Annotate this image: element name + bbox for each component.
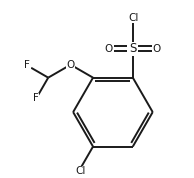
Text: O: O [105, 44, 113, 54]
Text: O: O [152, 44, 161, 54]
Text: O: O [67, 60, 75, 70]
Text: F: F [24, 60, 30, 70]
Text: S: S [129, 42, 137, 55]
Text: F: F [33, 93, 39, 103]
Text: Cl: Cl [129, 13, 139, 23]
Text: Cl: Cl [75, 166, 85, 176]
